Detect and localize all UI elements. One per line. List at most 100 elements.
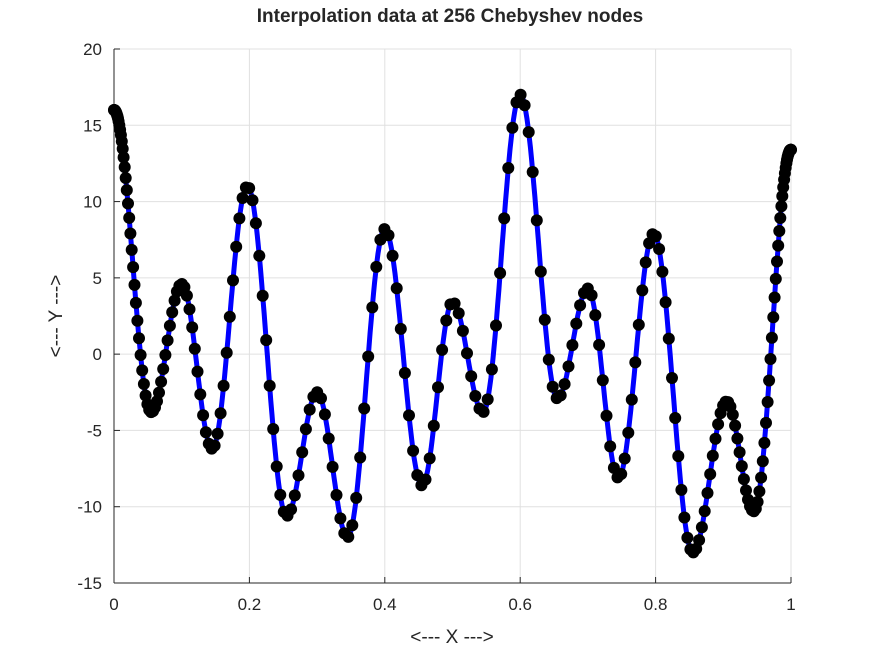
data-point xyxy=(326,460,339,473)
data-point xyxy=(131,314,144,327)
data-point xyxy=(296,446,309,459)
data-point xyxy=(342,530,355,543)
data-point xyxy=(407,444,420,457)
data-point xyxy=(678,511,691,524)
data-point xyxy=(629,356,642,369)
x-axis-label: <--- X ---> xyxy=(410,627,493,648)
data-point xyxy=(649,230,662,243)
data-point xyxy=(362,350,375,363)
data-point xyxy=(758,436,771,449)
x-tick-label: 0 xyxy=(109,595,118,614)
data-point xyxy=(299,423,312,436)
data-point xyxy=(128,278,141,291)
data-point xyxy=(246,194,259,207)
data-point xyxy=(330,489,343,501)
data-point xyxy=(706,449,719,462)
data-point xyxy=(390,282,403,295)
data-point xyxy=(370,260,383,273)
data-point xyxy=(735,460,748,473)
data-point xyxy=(129,296,142,309)
data-point xyxy=(423,452,436,465)
data-point xyxy=(452,307,465,320)
data-point xyxy=(366,301,379,314)
data-point xyxy=(604,440,617,453)
data-point xyxy=(155,375,168,388)
data-point xyxy=(159,349,172,361)
data-point xyxy=(223,310,236,323)
tick-labels: 0 0.2 0.4 0.6 0.8 1 -15 -10 -5 0 5 10 15 20 xyxy=(77,40,795,614)
data-point xyxy=(622,426,635,439)
data-point xyxy=(456,324,469,337)
data-point xyxy=(166,306,179,319)
data-point xyxy=(125,243,138,256)
data-point xyxy=(481,393,494,406)
data-point xyxy=(672,450,685,463)
data-point xyxy=(292,469,305,482)
data-point xyxy=(120,184,133,197)
data-point xyxy=(570,317,583,330)
data-point xyxy=(270,460,283,473)
data-point xyxy=(773,225,786,237)
x-tick-label: 0.8 xyxy=(644,595,668,614)
data-point xyxy=(776,190,789,203)
data-point xyxy=(712,418,725,431)
data-point xyxy=(350,491,363,504)
data-point xyxy=(774,212,787,224)
data-point xyxy=(675,483,688,496)
data-point xyxy=(615,468,628,480)
data-point xyxy=(118,161,131,174)
data-point xyxy=(769,272,782,285)
data-point xyxy=(119,172,132,184)
data-point xyxy=(249,217,262,230)
y-tick-label: 5 xyxy=(93,269,102,288)
data-point xyxy=(440,314,453,327)
data-point xyxy=(161,334,174,347)
data-point xyxy=(514,88,527,101)
data-point xyxy=(191,365,204,378)
data-point xyxy=(765,331,778,344)
data-point xyxy=(593,338,606,351)
data-point xyxy=(589,309,602,322)
data-point xyxy=(243,182,256,195)
data-point xyxy=(485,363,498,376)
data-point xyxy=(432,381,444,394)
data-point xyxy=(217,379,230,392)
data-point xyxy=(315,392,327,405)
data-point xyxy=(596,374,609,387)
y-axis-label: <--- Y ---> xyxy=(46,275,67,358)
data-point xyxy=(157,363,170,375)
plot-area xyxy=(108,88,797,559)
data-point xyxy=(522,126,535,139)
data-point xyxy=(554,389,567,402)
data-point xyxy=(318,408,331,421)
y-tick-label: 10 xyxy=(83,193,102,212)
interpolant-line xyxy=(112,92,793,555)
data-point xyxy=(260,334,273,347)
data-point xyxy=(506,121,519,134)
data-point xyxy=(659,296,672,309)
data-point xyxy=(386,249,399,262)
data-point xyxy=(574,299,587,312)
x-tick-label: 0.2 xyxy=(238,595,262,614)
data-point xyxy=(183,303,196,316)
data-point xyxy=(256,289,269,302)
data-point xyxy=(704,468,717,481)
data-point xyxy=(562,360,575,373)
data-point xyxy=(653,243,666,255)
data-point xyxy=(695,521,708,534)
data-point xyxy=(698,505,711,518)
data-point xyxy=(566,339,579,352)
data-point xyxy=(737,473,750,486)
data-point xyxy=(538,313,551,326)
data-point xyxy=(398,367,411,379)
data-point xyxy=(751,495,764,508)
data-point xyxy=(518,99,531,112)
data-point xyxy=(137,378,150,390)
data-point xyxy=(263,379,276,392)
data-point xyxy=(558,378,571,391)
data-point xyxy=(701,487,714,499)
data-point xyxy=(761,396,774,408)
y-tick-label: -5 xyxy=(87,421,102,440)
data-point xyxy=(625,393,638,406)
data-point xyxy=(285,503,298,516)
